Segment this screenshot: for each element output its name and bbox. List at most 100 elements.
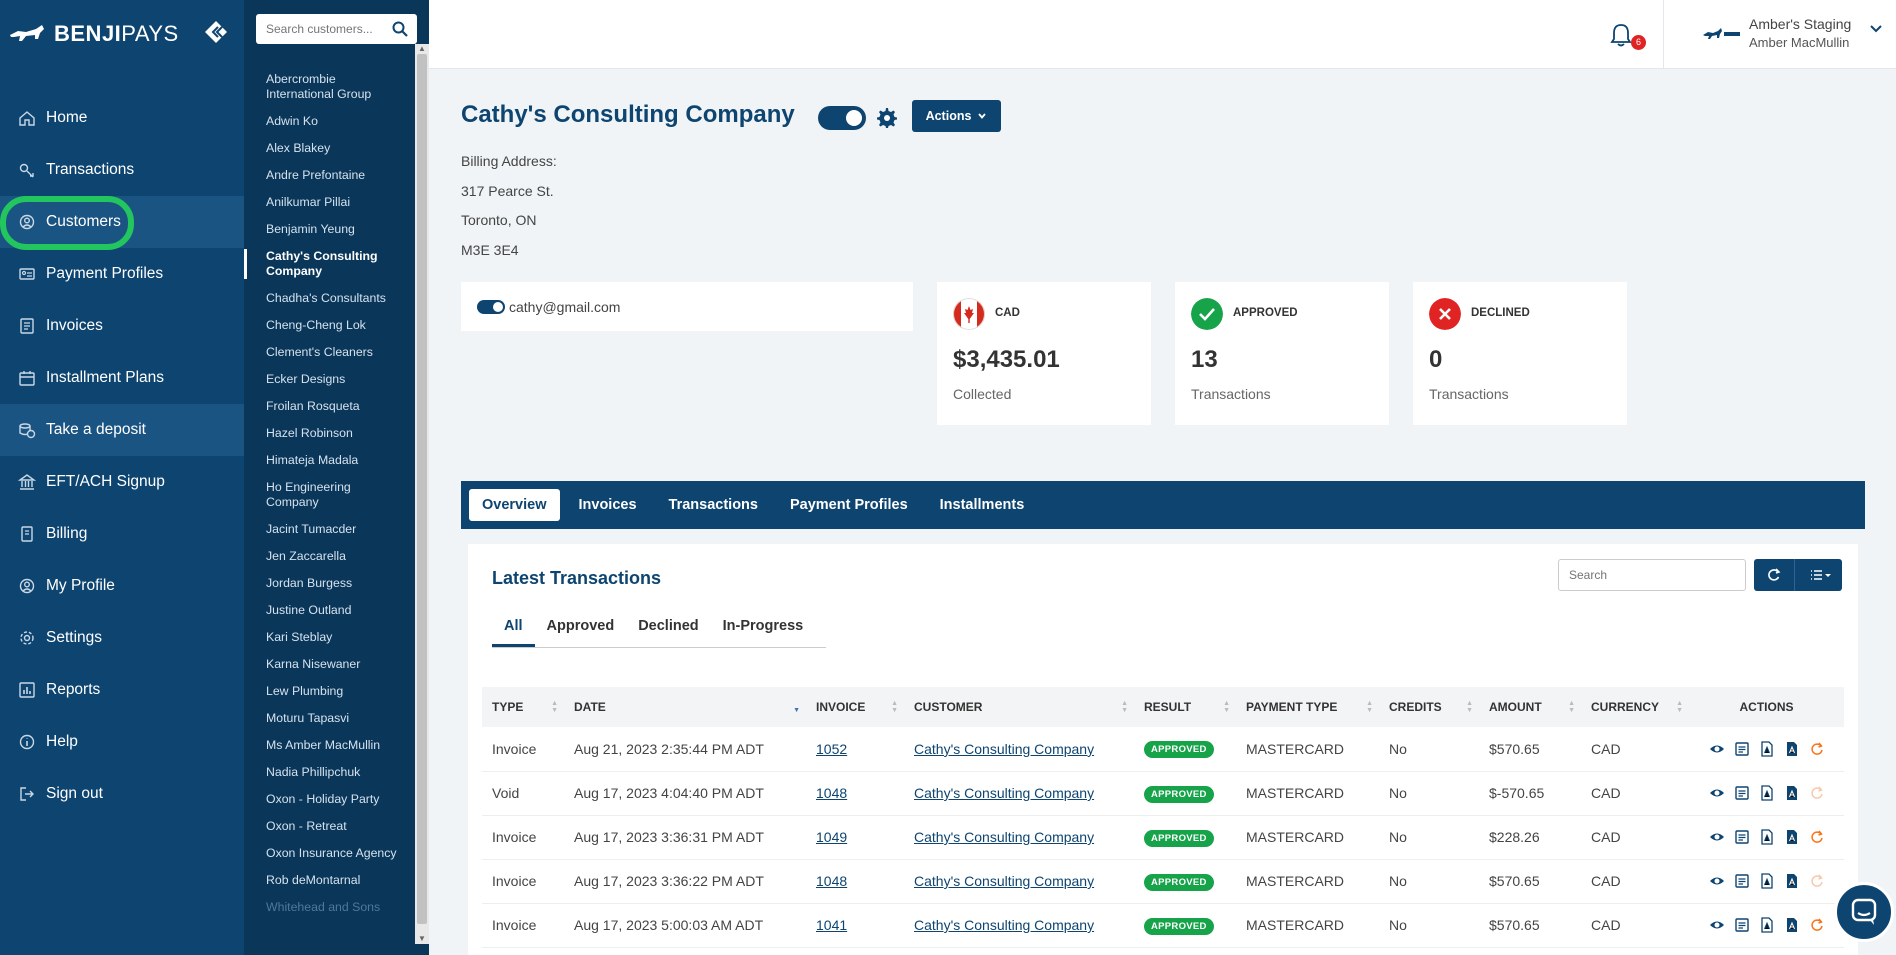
- invoice-link[interactable]: 1049: [816, 829, 848, 845]
- pdf-outline-icon[interactable]: [1759, 873, 1775, 889]
- customer-list-item[interactable]: Cheng-Cheng Lok: [266, 318, 366, 332]
- customer-list-item[interactable]: Benjamin Yeung: [266, 222, 355, 236]
- customer-list-item[interactable]: Anilkumar Pillai: [266, 195, 351, 209]
- pdf-filled-icon[interactable]: [1784, 785, 1800, 801]
- transactions-search-input[interactable]: [1558, 559, 1746, 591]
- nav-item-installment-plans[interactable]: Installment Plans: [0, 352, 244, 404]
- nav-item-invoices[interactable]: Invoices: [0, 300, 244, 352]
- bell-icon[interactable]: [1609, 22, 1633, 48]
- customer-list-item[interactable]: Rob deMontarnal: [266, 873, 361, 887]
- receipt-icon[interactable]: [1734, 829, 1750, 845]
- actions-dropdown-button[interactable]: Actions: [912, 100, 1001, 132]
- tab-payment-profiles[interactable]: Payment Profiles: [789, 497, 908, 513]
- pdf-outline-icon[interactable]: [1759, 917, 1775, 933]
- eye-icon[interactable]: [1709, 741, 1725, 757]
- nav-item-sign-out[interactable]: Sign out: [0, 768, 244, 820]
- nav-item-home[interactable]: Home: [0, 92, 244, 144]
- scrollbar-thumb[interactable]: [417, 54, 427, 924]
- column-header[interactable]: INVOICE ▲ ▼: [816, 700, 898, 714]
- tab-transactions[interactable]: Transactions: [668, 497, 758, 513]
- refresh-button[interactable]: [1754, 559, 1794, 591]
- pdf-outline-icon[interactable]: [1759, 829, 1775, 845]
- scroll-up-icon[interactable]: ▲: [418, 44, 426, 53]
- customer-list-item[interactable]: Chadha's Consultants: [266, 291, 386, 305]
- nav-item-help[interactable]: Help: [0, 716, 244, 768]
- customer-list-item[interactable]: Ecker Designs: [266, 372, 346, 386]
- tab-overview[interactable]: Overview: [469, 489, 560, 521]
- refund-icon[interactable]: [1809, 873, 1825, 889]
- customer-list-item[interactable]: Alex Blakey: [266, 141, 331, 155]
- nav-item-eft-ach-signup[interactable]: EFT/ACH Signup: [0, 456, 244, 508]
- invoice-link[interactable]: 1052: [816, 740, 848, 757]
- customer-list-item[interactable]: Moturu Tapasvi: [266, 711, 350, 725]
- pdf-outline-icon[interactable]: [1759, 741, 1775, 757]
- tab-invoices[interactable]: Invoices: [578, 497, 637, 513]
- receipt-icon[interactable]: [1734, 873, 1750, 889]
- customer-list-item[interactable]: Whitehead and Sons: [266, 900, 381, 914]
- customer-list-item[interactable]: Ho Engineering Company: [266, 480, 351, 509]
- eye-icon[interactable]: [1709, 873, 1725, 889]
- column-header[interactable]: TYPE ▲ ▼: [492, 700, 558, 714]
- chevron-down-icon[interactable]: [1869, 22, 1883, 36]
- column-header[interactable]: CURRENCY ▲ ▼: [1591, 700, 1683, 714]
- column-header[interactable]: CUSTOMER ▲ ▼: [914, 700, 1128, 714]
- customer-link[interactable]: Cathy's Consulting Company: [914, 785, 1095, 801]
- column-header[interactable]: RESULT ▲ ▼: [1144, 700, 1230, 714]
- invoice-link[interactable]: 1041: [816, 917, 848, 933]
- nav-item-transactions[interactable]: Transactions: [0, 144, 244, 196]
- customer-list-scrollbar[interactable]: ▲ ▼: [415, 44, 429, 944]
- customer-list-item[interactable]: Nadia Phillipchuk: [266, 765, 361, 779]
- eye-icon[interactable]: [1709, 829, 1725, 845]
- customer-list-item[interactable]: Jordan Burgess: [266, 576, 353, 590]
- customer-list-item[interactable]: Adwin Ko: [266, 114, 318, 128]
- nav-item-take-a-deposit[interactable]: Take a deposit: [0, 404, 244, 456]
- receipt-icon[interactable]: [1734, 785, 1750, 801]
- customer-list-item[interactable]: Oxon - Holiday Party: [266, 792, 380, 806]
- customer-active-toggle[interactable]: [818, 106, 866, 130]
- scroll-down-icon[interactable]: ▼: [418, 934, 426, 943]
- customer-list-item[interactable]: Froilan Rosqueta: [266, 399, 360, 413]
- receipt-icon[interactable]: [1734, 917, 1750, 933]
- nav-item-reports[interactable]: Reports: [0, 664, 244, 716]
- brand-logo[interactable]: BENJIPAYS: [0, 0, 244, 67]
- invoice-link[interactable]: 1048: [816, 873, 848, 889]
- customer-list-item[interactable]: Jacint Tumacder: [266, 522, 357, 536]
- column-header[interactable]: PAYMENT TYPE ▲ ▼: [1246, 700, 1373, 714]
- customer-list-item[interactable]: Jen Zaccarella: [266, 549, 346, 563]
- customer-list-item[interactable]: Oxon Insurance Agency: [266, 846, 397, 860]
- customer-list-item[interactable]: Oxon - Retreat: [266, 819, 347, 833]
- customer-list-item[interactable]: Kari Steblay: [266, 630, 333, 644]
- filter-tab-declined[interactable]: Declined: [638, 618, 699, 634]
- nav-item-payment-profiles[interactable]: Payment Profiles: [0, 248, 244, 300]
- customer-list-item[interactable]: Abercrombie International Group: [266, 72, 372, 101]
- nav-item-my-profile[interactable]: My Profile: [0, 560, 244, 612]
- refund-icon[interactable]: [1809, 829, 1825, 845]
- customer-list-item[interactable]: Hazel Robinson: [266, 426, 353, 440]
- nav-item-billing[interactable]: Billing: [0, 508, 244, 560]
- collapse-sidebar-icon[interactable]: [202, 18, 230, 46]
- customer-list-item[interactable]: Andre Prefontaine: [266, 168, 366, 182]
- nav-item-customers[interactable]: Customers: [0, 196, 244, 248]
- customer-link[interactable]: Cathy's Consulting Company: [914, 740, 1095, 757]
- customer-link[interactable]: Cathy's Consulting Company: [914, 873, 1095, 889]
- receipt-icon[interactable]: [1734, 741, 1750, 757]
- customer-settings-gear-icon[interactable]: [876, 107, 898, 129]
- filter-tab-all[interactable]: All: [492, 612, 535, 647]
- user-name[interactable]: Amber MacMullin: [1749, 35, 1850, 50]
- column-header[interactable]: DATE ▼: [574, 700, 800, 714]
- column-options-button[interactable]: [1794, 559, 1842, 591]
- account-name[interactable]: Amber's Staging: [1749, 16, 1852, 32]
- refund-icon[interactable]: [1809, 917, 1825, 933]
- column-header[interactable]: CREDITS ▲ ▼: [1389, 700, 1473, 714]
- refund-icon[interactable]: [1809, 785, 1825, 801]
- pdf-outline-icon[interactable]: [1759, 785, 1775, 801]
- search-icon[interactable]: [391, 20, 409, 38]
- customer-link[interactable]: Cathy's Consulting Company: [914, 917, 1095, 933]
- invoice-link[interactable]: 1048: [816, 785, 848, 801]
- pdf-filled-icon[interactable]: [1784, 873, 1800, 889]
- pdf-filled-icon[interactable]: [1784, 741, 1800, 757]
- eye-icon[interactable]: [1709, 785, 1725, 801]
- customer-list-item[interactable]: Ms Amber MacMullin: [266, 738, 381, 752]
- customer-list-item[interactable]: Clement's Cleaners: [266, 345, 373, 359]
- customer-link[interactable]: Cathy's Consulting Company: [914, 829, 1095, 845]
